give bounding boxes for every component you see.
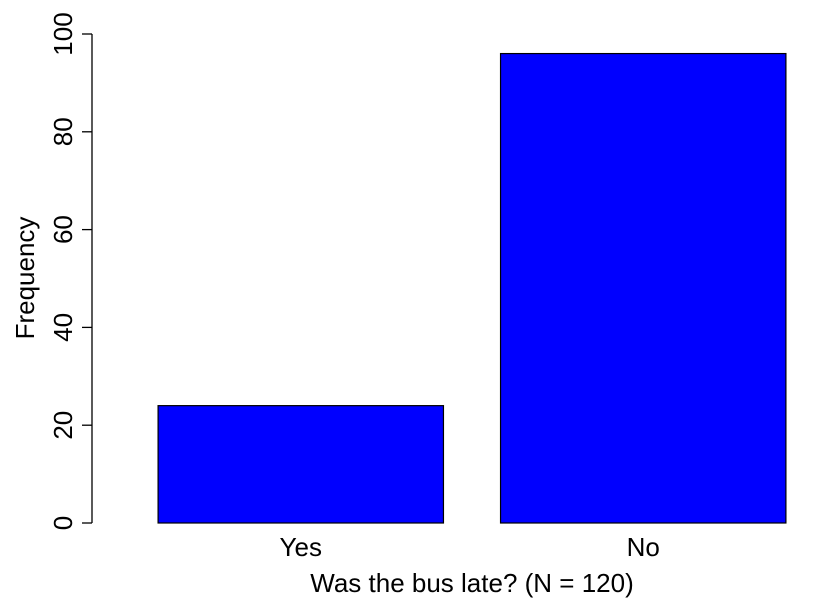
y-tick-label: 20 [48,411,78,440]
y-tick-label: 40 [48,313,78,342]
y-tick-label: 60 [48,215,78,244]
bar-yes [157,405,445,524]
x-tick-label: No [627,532,660,562]
x-axis-title: Was the bus late? (N = 120) [310,568,633,598]
x-axis-tick-labels: Yes No [280,532,660,562]
bar-no [499,52,787,524]
y-axis-title: Frequency [10,217,40,340]
x-tick-label: Yes [280,532,322,562]
y-tick-label: 100 [48,12,78,55]
y-tick-label: 0 [48,516,78,530]
y-tick-label: 80 [48,117,78,146]
bars [157,52,787,524]
y-axis: 0 20 40 60 80 100 [48,12,93,530]
